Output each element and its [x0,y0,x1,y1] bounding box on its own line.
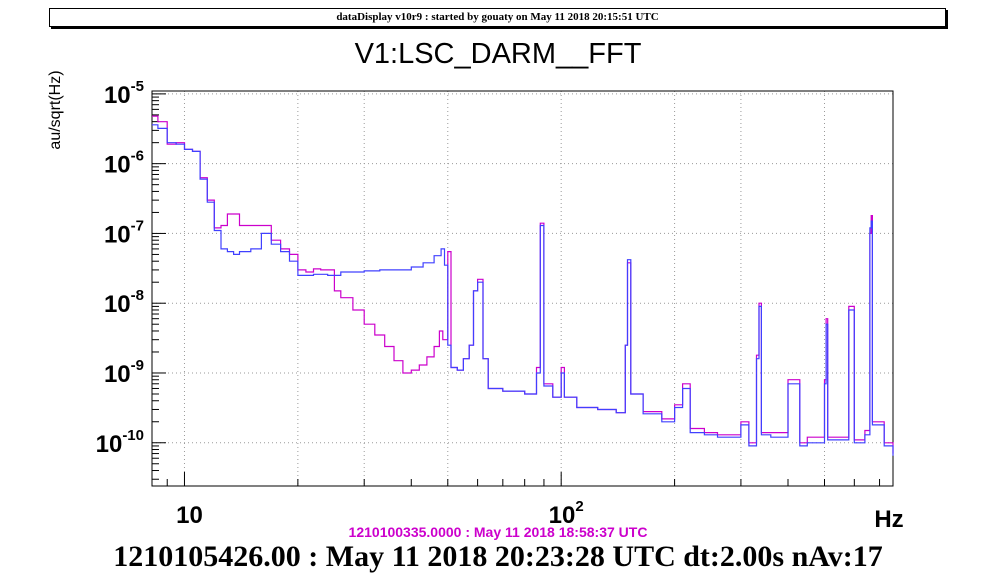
display-header: dataDisplay v10r9 : started by gouaty on… [49,8,946,27]
x-axis-label: Hz [874,506,903,533]
chart-title: V1:LSC_DARM__FFT [354,38,642,70]
x-tick-label: 102 [549,498,584,529]
y-tick-label: 10-9 [104,357,144,388]
reference-trace-label: 1210100335.0000 : May 11 2018 18:58:37 U… [348,524,648,540]
y-tick-label: 10-7 [104,217,144,248]
y-tick-label: 10-6 [104,148,144,179]
plot-frame [151,90,894,487]
x-tick-label: 10 [176,502,203,529]
plot-area [152,91,893,486]
y-tick-label: 10-10 [96,427,144,458]
current-trace-line [152,124,894,456]
y-tick-label: 10-8 [104,287,144,318]
y-tick-label: 10-5 [104,78,144,109]
footer-timestamp: 1210105426.00 : May 11 2018 20:23:28 UTC… [113,540,883,573]
axis-ticks [152,93,881,486]
